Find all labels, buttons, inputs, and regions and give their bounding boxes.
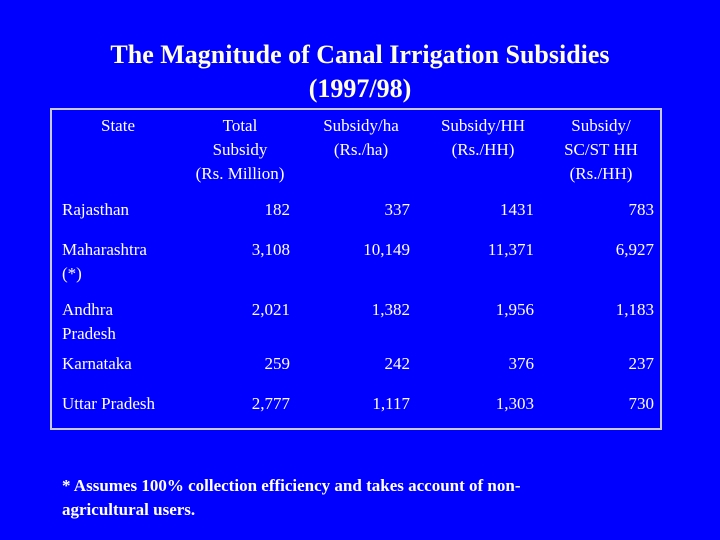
header-subsidy-scst-hh: Subsidy/ SC/ST HH (Rs./HH)	[564, 116, 638, 183]
header-state: State	[101, 116, 135, 135]
cell-subsidy-scst: 6,927	[615, 240, 654, 259]
footnote-line-1: * Assumes 100% collection efficiency and…	[62, 476, 521, 495]
cell-subsidy-per-ha: 1,382	[371, 300, 410, 319]
cell-subsidy-scst: 237	[628, 354, 655, 373]
cell-total-subsidy: 259	[264, 354, 291, 373]
cell-subsidy-per-ha: 1,117	[372, 394, 410, 413]
header-subsidy-per-hh: Subsidy/HH (Rs./HH)	[440, 116, 526, 159]
cell-subsidy-scst: 1,183	[615, 300, 654, 319]
header-subsidy-per-ha: Subsidy/ha (Rs./ha)	[323, 116, 399, 159]
cell-state: Rajasthan	[62, 200, 130, 219]
footnote-line-2: agricultural users.	[62, 500, 196, 519]
cell-subsidy-per-hh: 11,371	[487, 240, 534, 259]
cell-state: Uttar Pradesh	[62, 394, 156, 413]
title-line-1: The Magnitude of Canal Irrigation Subsid…	[110, 40, 610, 69]
title-line-2: (1997/98)	[308, 74, 412, 103]
footnote: * Assumes 100% collection efficiency and…	[62, 474, 662, 522]
cell-subsidy-per-hh: 1,303	[495, 394, 534, 413]
cell-subsidy-per-ha: 242	[384, 354, 411, 373]
cell-subsidy-per-ha: 10,149	[363, 240, 410, 259]
cell-state: Maharashtra (*)	[62, 240, 147, 283]
cell-total-subsidy: 2,777	[251, 394, 290, 413]
cell-subsidy-scst: 783	[628, 200, 655, 219]
cell-subsidy-per-hh: 1,956	[495, 300, 534, 319]
cell-total-subsidy: 182	[264, 200, 291, 219]
data-table: State Total Subsidy (Rs. Million) Subsid…	[50, 108, 662, 430]
page-title: The Magnitude of Canal Irrigation Subsid…	[0, 38, 720, 106]
cell-subsidy-per-hh: 376	[508, 354, 535, 373]
cell-total-subsidy: 3,108	[251, 240, 290, 259]
cell-subsidy-scst: 730	[628, 394, 655, 413]
cell-state: Karnataka	[62, 354, 132, 373]
cell-total-subsidy: 2,021	[251, 300, 290, 319]
cell-state: Andhra Pradesh	[62, 300, 116, 343]
cell-subsidy-per-ha: 337	[384, 200, 411, 219]
header-total-subsidy: Total Subsidy (Rs. Million)	[195, 116, 285, 183]
cell-subsidy-per-hh: 1431	[500, 200, 534, 219]
